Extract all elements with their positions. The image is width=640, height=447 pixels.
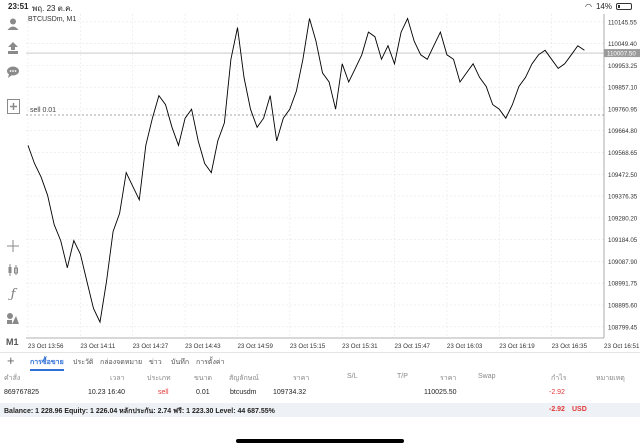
time-tick-label: 23 Oct 14:59 bbox=[237, 343, 273, 350]
price-tick-label: 109376.35 bbox=[608, 194, 638, 201]
crosshair-icon[interactable] bbox=[5, 238, 21, 254]
col-size: ขนาด bbox=[194, 375, 213, 382]
tab-news[interactable]: ข่าว bbox=[149, 359, 162, 366]
objects-icon[interactable] bbox=[5, 310, 21, 326]
balance-summary: Balance: 1 228.96 Equity: 1 226.04 หลักป… bbox=[4, 408, 275, 415]
price-tick-label: 109472.50 bbox=[608, 172, 638, 179]
tab-history[interactable]: ประวัติ bbox=[73, 359, 94, 366]
account-icon[interactable] bbox=[5, 16, 21, 32]
time-tick-label: 23 Oct 15:31 bbox=[342, 343, 378, 350]
status-bar: 23:51 พฤ. 23 ต.ค. ◠ 14% bbox=[0, 0, 640, 14]
price-chart[interactable]: 110145.55 110049.40 109953.25 109857.10 1097… bbox=[26, 14, 640, 352]
col-swap: Swap bbox=[478, 373, 496, 380]
price-tick-label: 109953.25 bbox=[608, 63, 638, 70]
currency-label: USD bbox=[572, 406, 587, 413]
time-tick-label: 23 Oct 14:11 bbox=[80, 343, 116, 350]
time-tick-label: 23 Oct 16:35 bbox=[552, 343, 588, 350]
tab-mailbox[interactable]: กล่องจดหมาย bbox=[100, 359, 143, 366]
row-current-price: 110025.50 bbox=[424, 389, 457, 396]
battery-icon bbox=[616, 3, 632, 10]
price-tick-label: 109568.65 bbox=[608, 150, 638, 157]
tabs-bar: + การซื้อขาย ประวัติ กล่องจดหมาย ข่าว บั… bbox=[0, 352, 640, 371]
row-time: 10.23 16:40 bbox=[88, 389, 125, 396]
row-order: 869767825 bbox=[4, 389, 40, 396]
time-tick-label: 23 Oct 14:43 bbox=[185, 343, 221, 350]
left-toolbar: ƒ M1 bbox=[0, 14, 26, 352]
time-tick-label: 23 Oct 16:51 bbox=[604, 343, 640, 350]
time-tick-label: 23 Oct 15:47 bbox=[395, 343, 431, 350]
status-time: 23:51 bbox=[8, 2, 29, 11]
candles-icon[interactable] bbox=[5, 262, 21, 278]
time-tick-label: 23 Oct 16:19 bbox=[499, 343, 535, 350]
price-tick-label: 109857.10 bbox=[608, 85, 638, 92]
col-sl: S/L bbox=[347, 373, 358, 380]
row-open-price: 109734.32 bbox=[273, 389, 307, 396]
balance-bar: Balance: 1 228.96 Equity: 1 226.04 หลักป… bbox=[0, 403, 640, 417]
price-tick-label: 108799.45 bbox=[608, 324, 638, 331]
tab-settings[interactable]: การตั้งค่า bbox=[196, 359, 225, 366]
price-tick-label: 109280.20 bbox=[608, 215, 638, 222]
price-tick-label: 109087.90 bbox=[608, 259, 638, 266]
time-tick-label: 23 Oct 15:15 bbox=[290, 343, 326, 350]
col-comment: หมายเหตุ bbox=[596, 375, 625, 382]
tab-journal[interactable]: บันทึก bbox=[171, 359, 190, 366]
current-price-tag bbox=[604, 49, 640, 58]
sell-line-label: sell 0.01 bbox=[30, 107, 57, 114]
time-tick-label: 23 Oct 13:56 bbox=[28, 343, 64, 350]
price-tick-label: 108991.75 bbox=[608, 281, 638, 288]
row-size: 0.01 bbox=[196, 389, 210, 396]
status-right: ◠ 14% bbox=[585, 2, 632, 11]
col-profit: กำไร bbox=[551, 375, 567, 382]
wifi-icon: ◠ bbox=[585, 2, 592, 11]
indicators-icon[interactable]: ƒ bbox=[10, 286, 16, 302]
time-tick-label: 23 Oct 16:03 bbox=[447, 343, 483, 350]
table-row[interactable]: 869767825 10.23 16:40 sell 0.01 btcusdm … bbox=[0, 389, 640, 401]
new-order-icon[interactable] bbox=[5, 98, 21, 114]
price-series-line bbox=[27, 17, 585, 324]
battery-percent: 14% bbox=[595, 2, 612, 11]
status-date: พฤ. 23 ต.ค. bbox=[32, 4, 73, 13]
row-symbol: btcusdm bbox=[230, 389, 257, 396]
col-price: ราคา bbox=[293, 375, 310, 382]
time-tick-label: 23 Oct 14:27 bbox=[133, 343, 169, 350]
price-tick-label: 110145.55 bbox=[608, 19, 637, 26]
col-current-price: ราคา bbox=[440, 375, 457, 382]
price-tick-label: 109664.80 bbox=[608, 128, 638, 135]
chart-symbol-label: BTCUSDm, M1 bbox=[28, 16, 77, 23]
tab-trade[interactable]: การซื้อขาย bbox=[30, 357, 64, 371]
chat-icon[interactable] bbox=[5, 64, 21, 80]
timeframe-button[interactable]: M1 bbox=[6, 337, 19, 347]
row-type: sell bbox=[158, 389, 169, 396]
table-header: คำสั่ง เวลา ประเภท ขนาด สัญลักษณ์ ราคา S… bbox=[0, 373, 640, 385]
price-tick-label: 108895.60 bbox=[608, 303, 638, 310]
chart-svg: 110145.55 110049.40 109953.25 109857.10 1097… bbox=[26, 14, 640, 350]
row-profit: -2.92 bbox=[549, 389, 565, 396]
col-tp: T/P bbox=[397, 373, 408, 380]
price-tick-label: 109760.95 bbox=[608, 106, 638, 113]
current-price-tag-label: 110007.50 bbox=[607, 51, 636, 58]
col-time: เวลา bbox=[110, 375, 125, 382]
add-icon[interactable]: + bbox=[7, 353, 15, 368]
total-profit: -2.92 bbox=[549, 406, 565, 413]
price-tick-label: 109184.05 bbox=[608, 237, 638, 244]
price-tick-label: 110049.40 bbox=[608, 41, 637, 48]
trade-icon[interactable] bbox=[5, 40, 21, 56]
col-symbol: สัญลักษณ์ bbox=[229, 375, 259, 382]
col-type: ประเภท bbox=[147, 375, 171, 382]
home-indicator bbox=[236, 439, 404, 443]
col-order: คำสั่ง bbox=[4, 375, 21, 382]
